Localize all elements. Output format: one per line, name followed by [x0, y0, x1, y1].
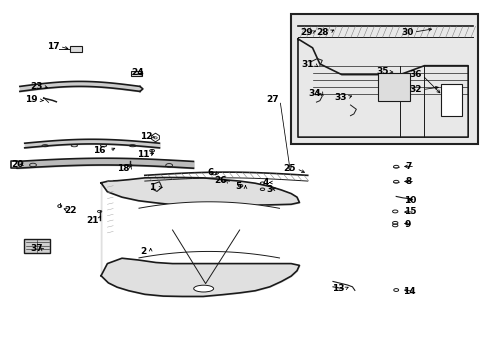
Text: 5: 5 — [235, 181, 241, 190]
Text: 19: 19 — [25, 95, 38, 104]
Text: 23: 23 — [30, 82, 42, 91]
Text: 20: 20 — [11, 160, 23, 169]
Ellipse shape — [193, 285, 213, 292]
Bar — [70, 46, 82, 53]
Text: 36: 36 — [408, 71, 421, 80]
Text: 8: 8 — [405, 177, 411, 186]
Text: 35: 35 — [376, 67, 388, 76]
Text: 29: 29 — [299, 28, 312, 37]
Text: 25: 25 — [283, 164, 295, 173]
Text: 34: 34 — [308, 89, 321, 98]
Text: 33: 33 — [334, 93, 346, 102]
Text: 30: 30 — [401, 28, 413, 37]
Text: 28: 28 — [316, 28, 328, 37]
Text: 9: 9 — [404, 220, 410, 229]
Text: 18: 18 — [117, 164, 129, 173]
Text: 10: 10 — [403, 195, 415, 204]
Bar — [377, 73, 409, 102]
Text: 2: 2 — [140, 247, 146, 256]
Text: 21: 21 — [86, 216, 99, 225]
Bar — [24, 239, 50, 252]
Text: 31: 31 — [301, 60, 313, 69]
Bar — [131, 71, 142, 76]
Text: 27: 27 — [265, 95, 278, 104]
Bar — [290, 14, 477, 144]
Text: 32: 32 — [408, 85, 421, 94]
Text: 6: 6 — [207, 168, 213, 177]
Text: 26: 26 — [214, 176, 226, 185]
Text: 7: 7 — [405, 162, 411, 171]
Text: 13: 13 — [331, 284, 344, 293]
Text: 37: 37 — [30, 244, 42, 253]
Text: 24: 24 — [131, 68, 143, 77]
Text: 15: 15 — [403, 207, 415, 216]
Bar — [441, 84, 461, 116]
Text: 1: 1 — [149, 183, 155, 192]
Text: 17: 17 — [47, 42, 60, 51]
Text: 14: 14 — [403, 287, 415, 296]
Text: 12: 12 — [139, 131, 152, 140]
Text: 16: 16 — [93, 146, 105, 155]
Text: 22: 22 — [64, 206, 77, 215]
Text: 3: 3 — [266, 185, 272, 194]
Text: 11: 11 — [137, 150, 149, 159]
Text: 4: 4 — [262, 178, 268, 187]
